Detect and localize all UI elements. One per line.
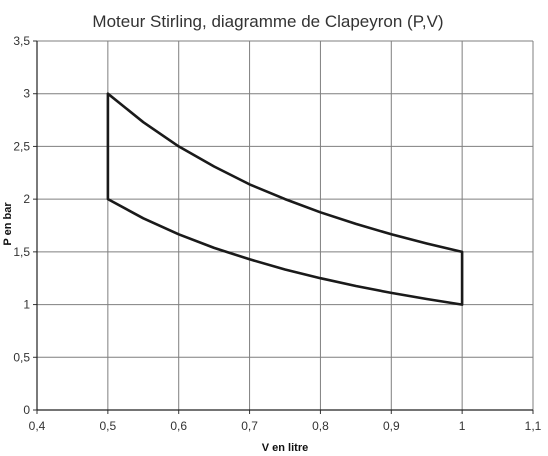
y-tick-label: 2,5 [13,139,30,153]
x-tick-label: 0,8 [312,419,329,433]
y-tick-label: 0,5 [13,350,30,364]
x-tick-label: 1 [459,419,466,433]
y-tick-label: 0 [23,403,30,417]
y-tick-label: 1 [23,298,30,312]
x-tick-label: 1,1 [525,419,542,433]
data-marks [106,92,464,306]
x-tick-label: 0,5 [100,419,117,433]
x-tick-label: 0,4 [29,419,46,433]
x-tick-label: 0,6 [170,419,187,433]
y-tick-label: 3,5 [13,34,30,48]
chart-title: Moteur Stirling, diagramme de Clapeyron … [92,12,443,31]
y-tick-label: 2 [23,192,30,206]
series-line [106,92,464,306]
y-tick-label: 1,5 [13,245,30,259]
x-tick-label: 0,7 [241,419,258,433]
x-tick-label: 0,9 [383,419,400,433]
tick-labels: 0 0,5 1 1,5 2 2,5 3 3,5 0,4 0,5 0,6 0,7 0,8 0,9 1 1,1 [13,34,541,433]
y-axis-label: P en bar [2,202,14,246]
x-axis-label: V en litre [262,442,308,454]
grid [33,40,534,414]
y-tick-label: 3 [23,87,30,101]
